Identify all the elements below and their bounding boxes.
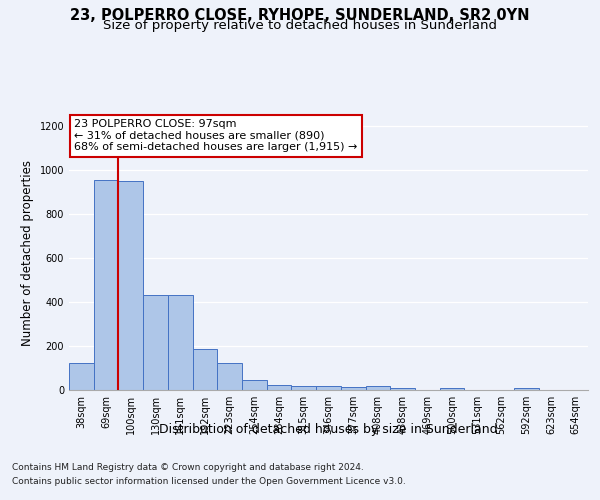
Text: 23 POLPERRO CLOSE: 97sqm
← 31% of detached houses are smaller (890)
68% of semi-: 23 POLPERRO CLOSE: 97sqm ← 31% of detach… bbox=[74, 119, 358, 152]
Bar bbox=[267, 385, 292, 390]
Bar bbox=[94, 180, 118, 390]
Text: 23, POLPERRO CLOSE, RYHOPE, SUNDERLAND, SR2 0YN: 23, POLPERRO CLOSE, RYHOPE, SUNDERLAND, … bbox=[70, 8, 530, 22]
Text: Size of property relative to detached houses in Sunderland: Size of property relative to detached ho… bbox=[103, 19, 497, 32]
Bar bbox=[217, 362, 242, 390]
Text: Distribution of detached houses by size in Sunderland: Distribution of detached houses by size … bbox=[160, 422, 498, 436]
Bar bbox=[440, 388, 464, 390]
Bar bbox=[316, 386, 341, 390]
Bar bbox=[390, 388, 415, 390]
Bar bbox=[341, 386, 365, 390]
Bar bbox=[514, 388, 539, 390]
Bar bbox=[292, 386, 316, 390]
Bar bbox=[193, 350, 217, 390]
Text: Contains HM Land Registry data © Crown copyright and database right 2024.: Contains HM Land Registry data © Crown c… bbox=[12, 464, 364, 472]
Bar bbox=[242, 380, 267, 390]
Bar bbox=[365, 386, 390, 390]
Y-axis label: Number of detached properties: Number of detached properties bbox=[21, 160, 34, 346]
Text: Contains public sector information licensed under the Open Government Licence v3: Contains public sector information licen… bbox=[12, 477, 406, 486]
Bar bbox=[143, 296, 168, 390]
Bar bbox=[118, 181, 143, 390]
Bar bbox=[168, 296, 193, 390]
Bar bbox=[69, 362, 94, 390]
